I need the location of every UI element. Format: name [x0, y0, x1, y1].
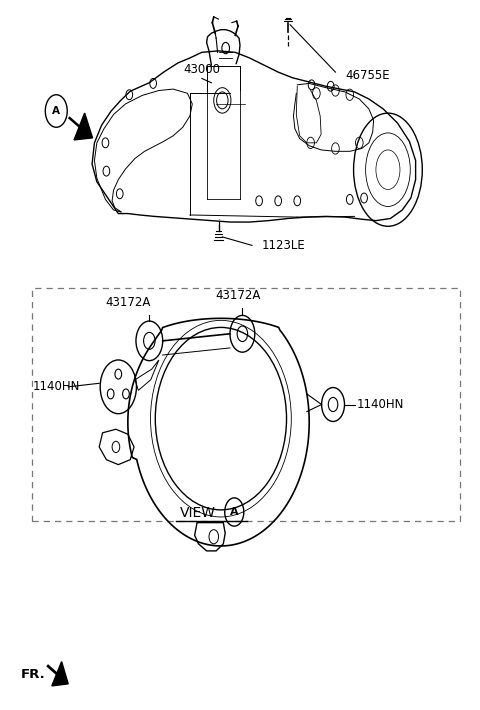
Text: A: A: [230, 507, 239, 517]
Text: 1123LE: 1123LE: [262, 239, 305, 252]
Text: 43000: 43000: [183, 62, 220, 76]
Text: 46755E: 46755E: [345, 69, 390, 82]
Text: FR.: FR.: [21, 668, 45, 681]
Text: 43172A: 43172A: [105, 296, 151, 309]
Polygon shape: [52, 662, 68, 686]
Polygon shape: [74, 113, 93, 140]
Text: VIEW: VIEW: [180, 506, 216, 520]
Text: A: A: [52, 106, 60, 116]
Text: 43172A: 43172A: [215, 289, 260, 302]
Bar: [33, 288, 459, 521]
Text: 1140HN: 1140HN: [33, 381, 80, 393]
Text: 1140HN: 1140HN: [357, 398, 404, 411]
